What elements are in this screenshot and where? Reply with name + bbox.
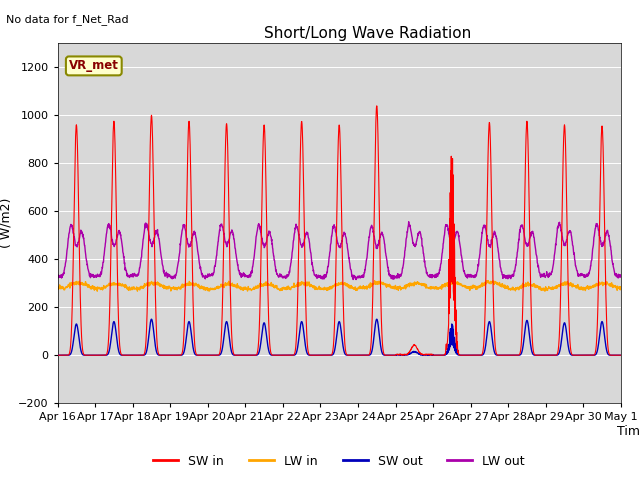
Y-axis label: ( W/m2): ( W/m2) (0, 198, 13, 248)
Title: Short/Long Wave Radiation: Short/Long Wave Radiation (264, 25, 471, 41)
X-axis label: Time: Time (617, 425, 640, 438)
Text: VR_met: VR_met (69, 60, 119, 72)
Legend: SW in, LW in, SW out, LW out: SW in, LW in, SW out, LW out (148, 450, 530, 472)
Text: No data for f_Net_Rad: No data for f_Net_Rad (6, 14, 129, 25)
